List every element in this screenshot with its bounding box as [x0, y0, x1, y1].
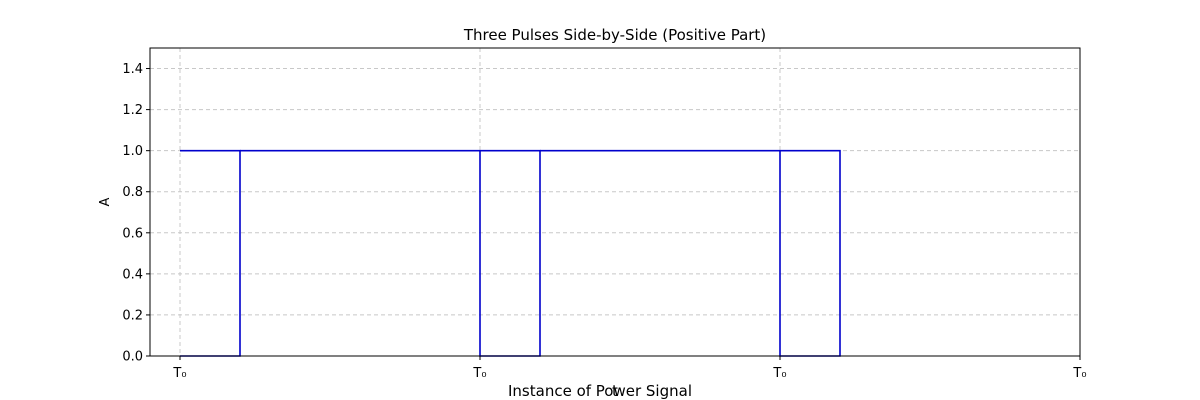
pulse-line-segment	[240, 149, 541, 357]
pulse-line-segment	[180, 149, 241, 357]
series-layer	[180, 149, 841, 357]
x-tick-label: T₀	[1072, 366, 1086, 381]
x-tick-label: T₀	[772, 366, 786, 381]
y-tick-label: 0.6	[122, 226, 143, 241]
chart-title: Three Pulses Side-by-Side (Positive Part…	[463, 26, 766, 44]
tick-layer: 0.0 0.2 0.4 0.6 0.8 1.0 1.2 1.4 T₀ T₀ T₀ T₀	[122, 62, 1086, 381]
x-tick-label: T₀	[472, 366, 486, 381]
plot-frame	[149, 47, 1081, 357]
y-tick-label: 1.4	[122, 62, 143, 77]
y-tick-label: 0.0	[122, 350, 143, 365]
y-tick-label: 0.4	[122, 267, 143, 282]
y-tick-label: 1.2	[122, 103, 143, 118]
grid-layer	[150, 48, 1081, 356]
pulse-line-segment	[540, 149, 841, 357]
x-axis-label-overlay: t	[612, 382, 618, 400]
y-tick-label: 1.0	[122, 144, 143, 159]
y-tick-label: 0.8	[122, 185, 143, 200]
x-tick-label: T₀	[172, 366, 186, 381]
y-tick-label: 0.2	[122, 308, 143, 323]
y-axis-label: A	[98, 197, 113, 206]
x-axis-label: Instance of Power Signal	[508, 382, 692, 400]
